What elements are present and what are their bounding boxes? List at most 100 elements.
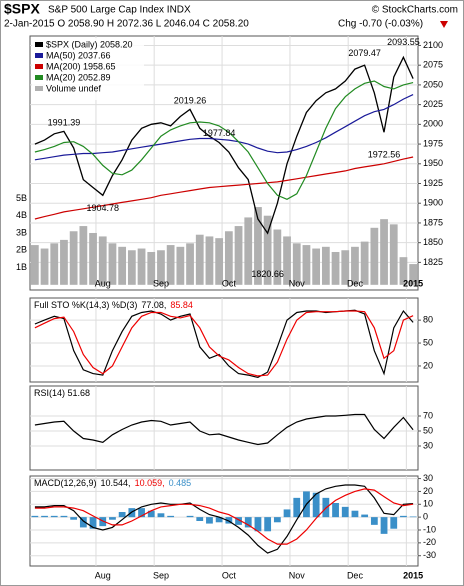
volume-bar <box>127 250 136 285</box>
y-tick-label: 20 <box>423 360 433 370</box>
y-tick-label: 50 <box>423 425 433 435</box>
volume-bar <box>89 232 97 285</box>
legend-value: 77.08, <box>141 300 166 310</box>
volume-bar <box>244 217 253 285</box>
volume-bar <box>40 248 49 285</box>
panel-title: Full STO %K(14,3) %D(3) 77.08, 85.84 <box>34 300 193 310</box>
histogram-bar <box>254 517 262 532</box>
y-tick-label: 2100 <box>423 40 443 50</box>
y-tick-label: 20 <box>423 486 433 496</box>
series-line <box>34 310 414 377</box>
y-tick-label: 50 <box>423 337 433 347</box>
volume-bar <box>302 245 311 285</box>
volume-bar <box>60 239 68 285</box>
y-tick-label: 80 <box>423 315 433 325</box>
volume-bar <box>215 238 224 285</box>
series-line <box>34 80 414 200</box>
histogram-bar <box>167 515 175 518</box>
volume-bar <box>79 226 88 285</box>
y-tick-label: 1875 <box>423 217 443 227</box>
v-tick-label: 2B <box>16 245 27 255</box>
annotation: 2079.47 <box>348 48 381 58</box>
v-tick-label: 4B <box>16 210 27 220</box>
panel <box>29 297 419 383</box>
series-line <box>34 94 414 161</box>
volume-bar <box>254 207 262 285</box>
x-tick-label: Sep <box>153 278 169 288</box>
x-tick-label: 2015 <box>403 278 423 288</box>
histogram-bar <box>138 508 145 518</box>
legend-swatch <box>35 42 43 47</box>
legend-value: 10.544, <box>101 478 131 488</box>
histogram-bar <box>41 515 48 518</box>
histogram-bar <box>235 517 242 525</box>
legend-value: 0.485 <box>169 478 192 488</box>
volume-bar <box>50 243 59 285</box>
volume-bar <box>263 215 272 285</box>
histogram-bar <box>361 514 369 518</box>
panel-title: MACD(12,26,9) 10.544, 10.059, 0.485 <box>34 478 191 488</box>
histogram-bar <box>351 510 359 518</box>
ticker: $SPX <box>4 1 40 17</box>
volume-bar <box>380 219 388 285</box>
histogram-bar <box>196 517 204 521</box>
x-tick-label: Sep <box>153 570 169 580</box>
v-tick-label: 1B <box>16 262 27 272</box>
quote: 2-Jan-2015 O 2058.90 H 2072.36 L 2046.04… <box>4 19 249 30</box>
histogram-bar <box>109 517 116 520</box>
histogram-bar <box>50 515 58 518</box>
panel <box>29 385 419 471</box>
annotation: 2093.55 <box>387 37 420 47</box>
legend-swatch <box>35 53 43 58</box>
histogram-bar <box>264 517 272 532</box>
volume-bar <box>312 248 321 285</box>
histogram-bar <box>370 517 378 525</box>
histogram-bar <box>293 497 301 518</box>
legend-label: MA(200) 1958.65 <box>46 61 116 71</box>
histogram-bar <box>244 517 252 528</box>
legend-box <box>32 38 144 100</box>
histogram-bar <box>215 517 223 523</box>
legend-swatch <box>35 64 43 69</box>
y-tick-label: 1900 <box>423 198 443 208</box>
histogram-bar <box>206 517 213 524</box>
volume-bar <box>292 243 301 285</box>
x-tick-label: Aug <box>95 570 111 580</box>
y-tick-label: 1825 <box>423 257 443 267</box>
histogram-bar <box>341 506 349 518</box>
volume-bar <box>108 243 117 285</box>
panel-title: RSI(14) 51.68 <box>34 388 90 398</box>
x-tick-label: Nov <box>289 278 306 288</box>
legend-label: Volume undef <box>46 83 102 93</box>
legend-value: 85.84 <box>170 300 193 310</box>
series-line <box>34 156 414 220</box>
volume-bar <box>273 229 282 285</box>
histogram-bar <box>157 513 165 518</box>
histogram-bar <box>380 517 388 534</box>
volume-bar <box>370 227 379 285</box>
volume-bar <box>118 246 127 285</box>
series-line <box>34 484 414 554</box>
y-tick-label: 30 <box>423 473 433 483</box>
volume-bar <box>137 248 146 285</box>
histogram-bar <box>147 510 155 518</box>
y-tick-label: 0 <box>423 512 428 522</box>
y-tick-label: -30 <box>423 550 436 560</box>
down-arrow <box>440 21 448 28</box>
v-tick-label: 3B <box>16 227 27 237</box>
volume-bar <box>176 246 185 285</box>
change: Chg -0.70 (-0.03%) <box>338 19 423 30</box>
x-tick-label: Nov <box>289 570 306 580</box>
annotation: 1977.84 <box>203 128 236 138</box>
x-tick-label: Aug <box>95 278 111 288</box>
source: © StockCharts.com <box>372 5 458 16</box>
x-tick-label: Dec <box>347 570 364 580</box>
panel-title-text: Full STO %K(14,3) %D(3) <box>34 300 137 310</box>
histogram-bar <box>89 517 97 529</box>
x-tick-label: 2015 <box>403 570 423 580</box>
histogram-bar <box>60 515 68 518</box>
histogram-bar <box>118 512 126 518</box>
histogram-bar <box>409 516 417 518</box>
y-tick-label: 1850 <box>423 237 443 247</box>
